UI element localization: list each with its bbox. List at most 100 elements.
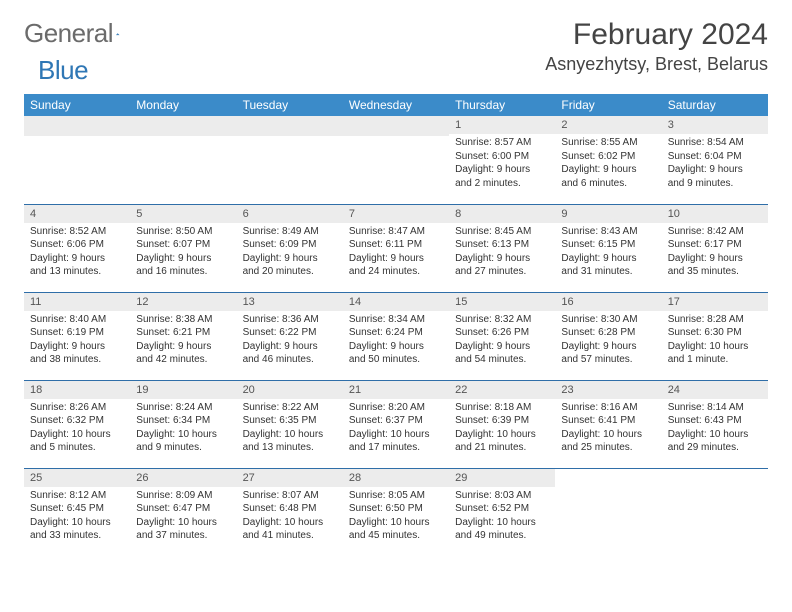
day-cell: 29Sunrise: 8:03 AMSunset: 6:52 PMDayligh… [449,468,555,556]
day-number: 7 [343,205,449,223]
day-number: 13 [237,293,343,311]
day-cell [662,468,768,556]
day-number: 5 [130,205,236,223]
day-details: Sunrise: 8:20 AMSunset: 6:37 PMDaylight:… [343,399,449,459]
empty-day-bar [130,116,236,136]
day-cell: 20Sunrise: 8:22 AMSunset: 6:35 PMDayligh… [237,380,343,468]
day-number: 27 [237,469,343,487]
day-number: 23 [555,381,661,399]
day-number: 25 [24,469,130,487]
day-details: Sunrise: 8:32 AMSunset: 6:26 PMDaylight:… [449,311,555,371]
day-cell: 13Sunrise: 8:36 AMSunset: 6:22 PMDayligh… [237,292,343,380]
day-details: Sunrise: 8:12 AMSunset: 6:45 PMDaylight:… [24,487,130,547]
week-row: 1Sunrise: 8:57 AMSunset: 6:00 PMDaylight… [24,116,768,204]
day-details: Sunrise: 8:55 AMSunset: 6:02 PMDaylight:… [555,134,661,194]
day-cell: 7Sunrise: 8:47 AMSunset: 6:11 PMDaylight… [343,204,449,292]
day-number: 8 [449,205,555,223]
dayname-3: Wednesday [343,94,449,116]
day-cell: 27Sunrise: 8:07 AMSunset: 6:48 PMDayligh… [237,468,343,556]
dayname-5: Friday [555,94,661,116]
day-number: 20 [237,381,343,399]
day-cell [130,116,236,204]
empty-day-bar [237,116,343,136]
day-number: 21 [343,381,449,399]
day-cell: 10Sunrise: 8:42 AMSunset: 6:17 PMDayligh… [662,204,768,292]
day-cell: 2Sunrise: 8:55 AMSunset: 6:02 PMDaylight… [555,116,661,204]
day-details: Sunrise: 8:47 AMSunset: 6:11 PMDaylight:… [343,223,449,283]
day-details: Sunrise: 8:36 AMSunset: 6:22 PMDaylight:… [237,311,343,371]
empty-day-bar [24,116,130,136]
day-number: 29 [449,469,555,487]
day-cell: 16Sunrise: 8:30 AMSunset: 6:28 PMDayligh… [555,292,661,380]
day-details: Sunrise: 8:28 AMSunset: 6:30 PMDaylight:… [662,311,768,371]
day-number: 19 [130,381,236,399]
dayname-2: Tuesday [237,94,343,116]
day-cell: 8Sunrise: 8:45 AMSunset: 6:13 PMDaylight… [449,204,555,292]
day-details: Sunrise: 8:14 AMSunset: 6:43 PMDaylight:… [662,399,768,459]
day-cell: 6Sunrise: 8:49 AMSunset: 6:09 PMDaylight… [237,204,343,292]
empty-day-bar [343,116,449,136]
day-details: Sunrise: 8:22 AMSunset: 6:35 PMDaylight:… [237,399,343,459]
day-details: Sunrise: 8:03 AMSunset: 6:52 PMDaylight:… [449,487,555,547]
day-number: 2 [555,116,661,134]
day-details: Sunrise: 8:30 AMSunset: 6:28 PMDaylight:… [555,311,661,371]
day-number: 16 [555,293,661,311]
dayname-6: Saturday [662,94,768,116]
day-details: Sunrise: 8:38 AMSunset: 6:21 PMDaylight:… [130,311,236,371]
day-cell: 3Sunrise: 8:54 AMSunset: 6:04 PMDaylight… [662,116,768,204]
day-number: 24 [662,381,768,399]
day-cell: 26Sunrise: 8:09 AMSunset: 6:47 PMDayligh… [130,468,236,556]
day-number: 1 [449,116,555,134]
day-cell [237,116,343,204]
day-number: 26 [130,469,236,487]
brand-logo: General [24,18,140,49]
day-cell: 11Sunrise: 8:40 AMSunset: 6:19 PMDayligh… [24,292,130,380]
day-cell: 23Sunrise: 8:16 AMSunset: 6:41 PMDayligh… [555,380,661,468]
day-cell: 21Sunrise: 8:20 AMSunset: 6:37 PMDayligh… [343,380,449,468]
day-details: Sunrise: 8:40 AMSunset: 6:19 PMDaylight:… [24,311,130,371]
week-row: 25Sunrise: 8:12 AMSunset: 6:45 PMDayligh… [24,468,768,556]
brand-triangle-icon [116,25,120,43]
day-cell: 4Sunrise: 8:52 AMSunset: 6:06 PMDaylight… [24,204,130,292]
day-cell: 25Sunrise: 8:12 AMSunset: 6:45 PMDayligh… [24,468,130,556]
day-details: Sunrise: 8:50 AMSunset: 6:07 PMDaylight:… [130,223,236,283]
day-details: Sunrise: 8:49 AMSunset: 6:09 PMDaylight:… [237,223,343,283]
week-row: 4Sunrise: 8:52 AMSunset: 6:06 PMDaylight… [24,204,768,292]
day-details: Sunrise: 8:42 AMSunset: 6:17 PMDaylight:… [662,223,768,283]
day-number: 17 [662,293,768,311]
day-number: 12 [130,293,236,311]
week-row: 11Sunrise: 8:40 AMSunset: 6:19 PMDayligh… [24,292,768,380]
day-details: Sunrise: 8:18 AMSunset: 6:39 PMDaylight:… [449,399,555,459]
month-title: February 2024 [545,18,768,52]
day-cell: 18Sunrise: 8:26 AMSunset: 6:32 PMDayligh… [24,380,130,468]
day-cell: 12Sunrise: 8:38 AMSunset: 6:21 PMDayligh… [130,292,236,380]
day-cell: 24Sunrise: 8:14 AMSunset: 6:43 PMDayligh… [662,380,768,468]
day-number: 15 [449,293,555,311]
day-details: Sunrise: 8:57 AMSunset: 6:00 PMDaylight:… [449,134,555,194]
title-block: February 2024 Asnyezhytsy, Brest, Belaru… [545,18,768,75]
day-cell [555,468,661,556]
brand-word1: General [24,18,113,49]
day-cell: 15Sunrise: 8:32 AMSunset: 6:26 PMDayligh… [449,292,555,380]
day-details: Sunrise: 8:54 AMSunset: 6:04 PMDaylight:… [662,134,768,194]
day-details: Sunrise: 8:24 AMSunset: 6:34 PMDaylight:… [130,399,236,459]
day-number: 4 [24,205,130,223]
day-cell: 9Sunrise: 8:43 AMSunset: 6:15 PMDaylight… [555,204,661,292]
calendar-page: General February 2024 Asnyezhytsy, Brest… [0,0,792,574]
day-details: Sunrise: 8:16 AMSunset: 6:41 PMDaylight:… [555,399,661,459]
day-cell: 19Sunrise: 8:24 AMSunset: 6:34 PMDayligh… [130,380,236,468]
day-details: Sunrise: 8:43 AMSunset: 6:15 PMDaylight:… [555,223,661,283]
calendar-table: SundayMondayTuesdayWednesdayThursdayFrid… [24,94,768,556]
day-number: 18 [24,381,130,399]
day-number: 14 [343,293,449,311]
day-cell: 5Sunrise: 8:50 AMSunset: 6:07 PMDaylight… [130,204,236,292]
day-details: Sunrise: 8:07 AMSunset: 6:48 PMDaylight:… [237,487,343,547]
calendar-head: SundayMondayTuesdayWednesdayThursdayFrid… [24,94,768,116]
day-number: 9 [555,205,661,223]
day-number: 22 [449,381,555,399]
day-cell [343,116,449,204]
day-cell [24,116,130,204]
day-cell: 1Sunrise: 8:57 AMSunset: 6:00 PMDaylight… [449,116,555,204]
dayname-1: Monday [130,94,236,116]
dayname-4: Thursday [449,94,555,116]
